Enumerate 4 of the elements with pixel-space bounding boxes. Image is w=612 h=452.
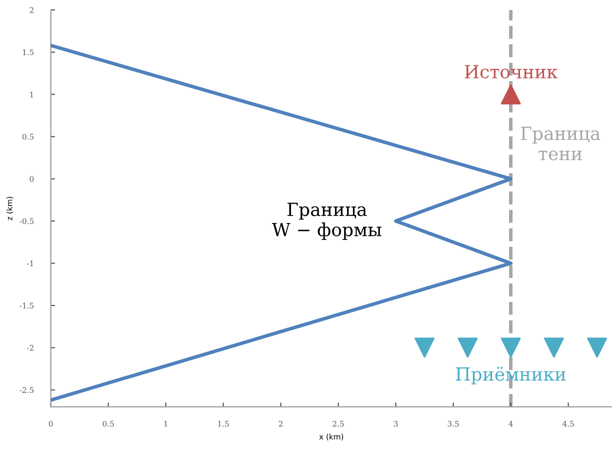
ref-line-label: Граница тени xyxy=(520,126,600,160)
annotation: Граница W − формы xyxy=(272,202,382,240)
series-label: Источник xyxy=(464,65,558,79)
series-label: Приёмники xyxy=(456,366,566,384)
